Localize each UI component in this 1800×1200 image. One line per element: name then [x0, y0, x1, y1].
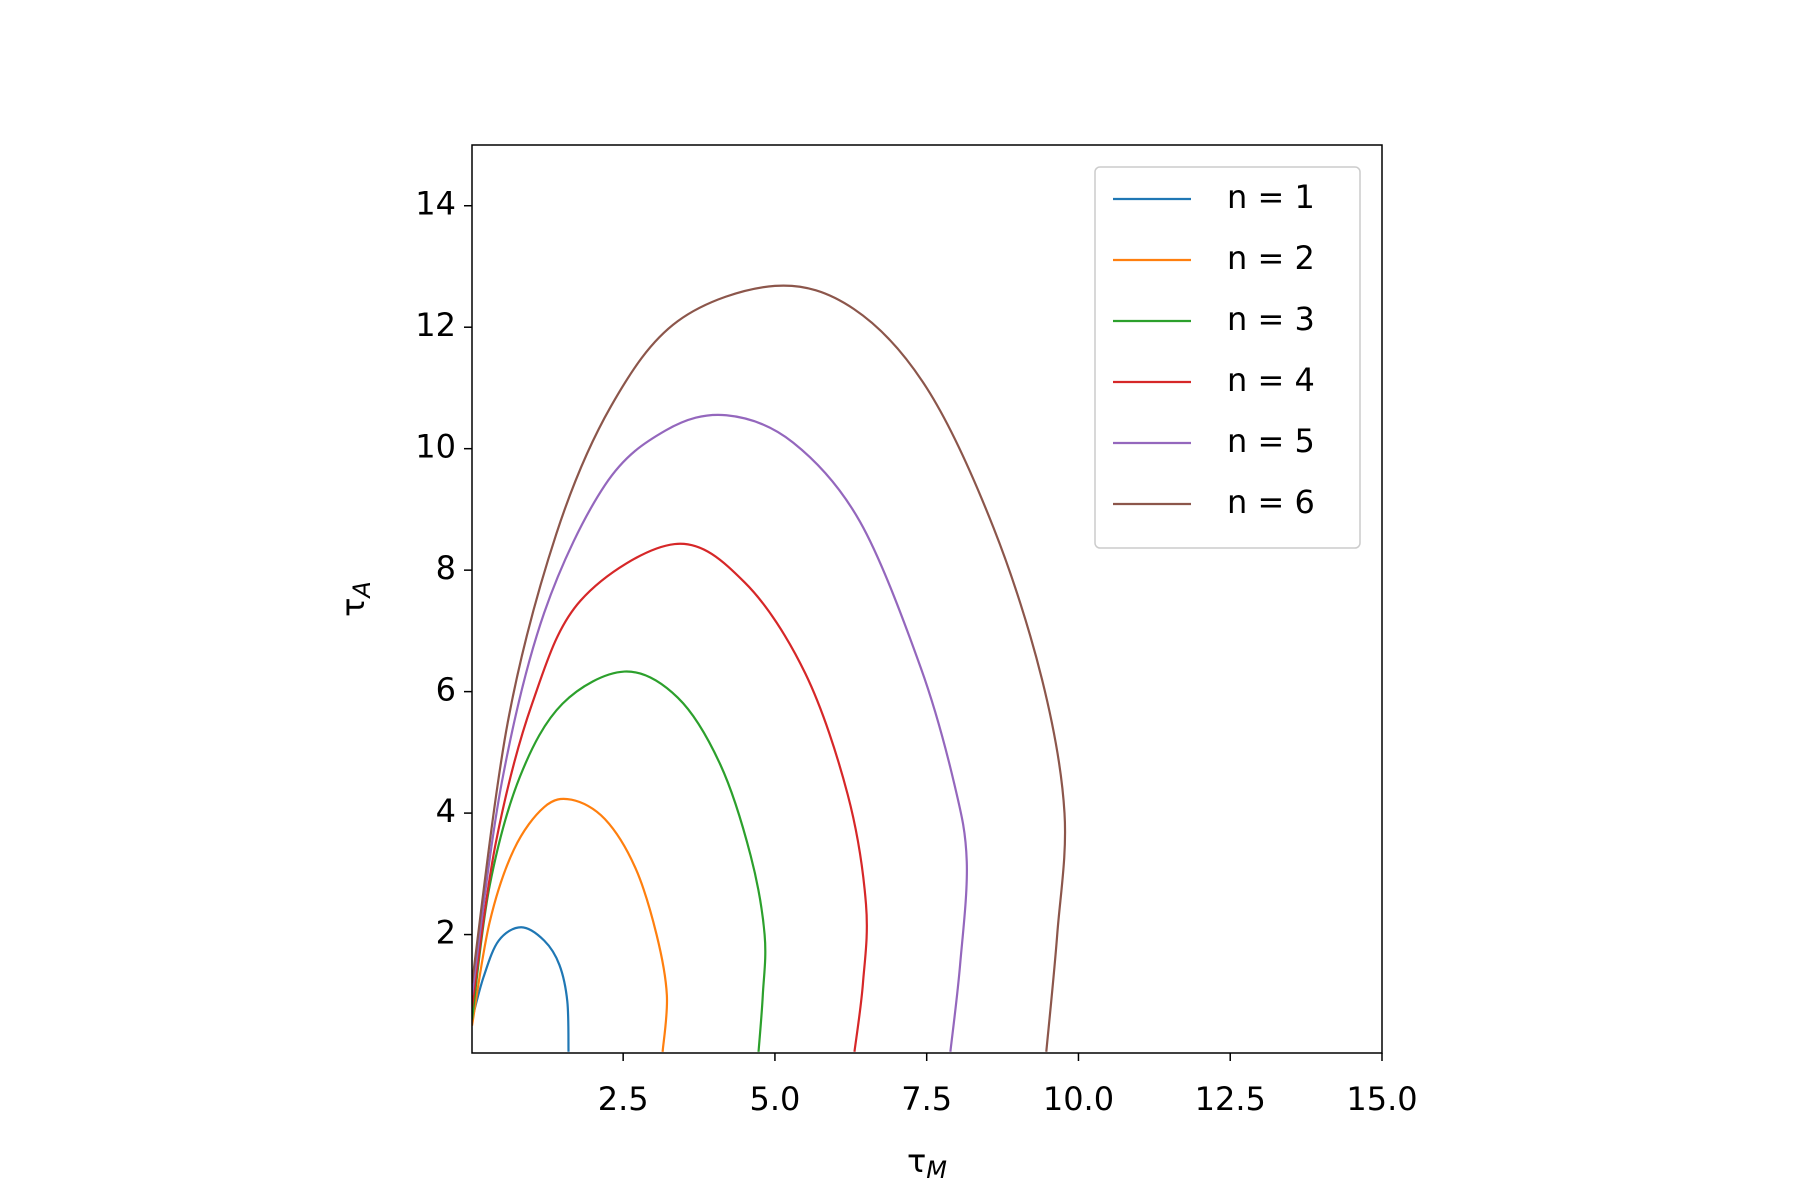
- x-tick-label: 12.5: [1195, 1080, 1266, 1118]
- y-tick-label: 6: [436, 671, 456, 709]
- legend-label: n = 1: [1227, 178, 1315, 216]
- x-tick-label: 2.5: [598, 1080, 649, 1118]
- x-axis-label: τM: [907, 1142, 947, 1184]
- y-tick-label: 10: [415, 428, 456, 466]
- series-line: [472, 797, 669, 1052]
- series-line: [472, 670, 767, 1052]
- x-tick-label: 15.0: [1346, 1080, 1417, 1118]
- x-axis-label-sub: M: [926, 1156, 947, 1184]
- plot-frame: [471, 144, 1383, 1054]
- series-line: [472, 284, 1067, 1052]
- legend-label: n = 4: [1227, 361, 1315, 399]
- x-tick-label: 10.0: [1043, 1080, 1114, 1118]
- y-tick-label: 2: [436, 914, 456, 952]
- x-tick-label: 5.0: [749, 1080, 800, 1118]
- y-axis-label: τA: [334, 581, 376, 617]
- y-tick-label: 14: [415, 185, 456, 223]
- y-axis-label-sub: A: [348, 581, 376, 599]
- series-line: [472, 542, 868, 1052]
- legend-label: n = 3: [1227, 300, 1315, 338]
- y-tick-label: 12: [415, 306, 456, 344]
- series-line: [472, 413, 968, 1052]
- x-tick-label: 7.5: [901, 1080, 952, 1118]
- series-line: [472, 926, 570, 1052]
- y-tick-label: 8: [436, 549, 456, 587]
- legend-box: [1094, 166, 1361, 549]
- x-axis-label-symbol: τ: [907, 1142, 926, 1180]
- y-tick-label: 4: [436, 792, 456, 830]
- y-axis-label-symbol: τ: [334, 598, 372, 617]
- legend-label: n = 6: [1227, 483, 1315, 521]
- legend-label: n = 5: [1227, 422, 1315, 460]
- legend-label: n = 2: [1227, 239, 1315, 277]
